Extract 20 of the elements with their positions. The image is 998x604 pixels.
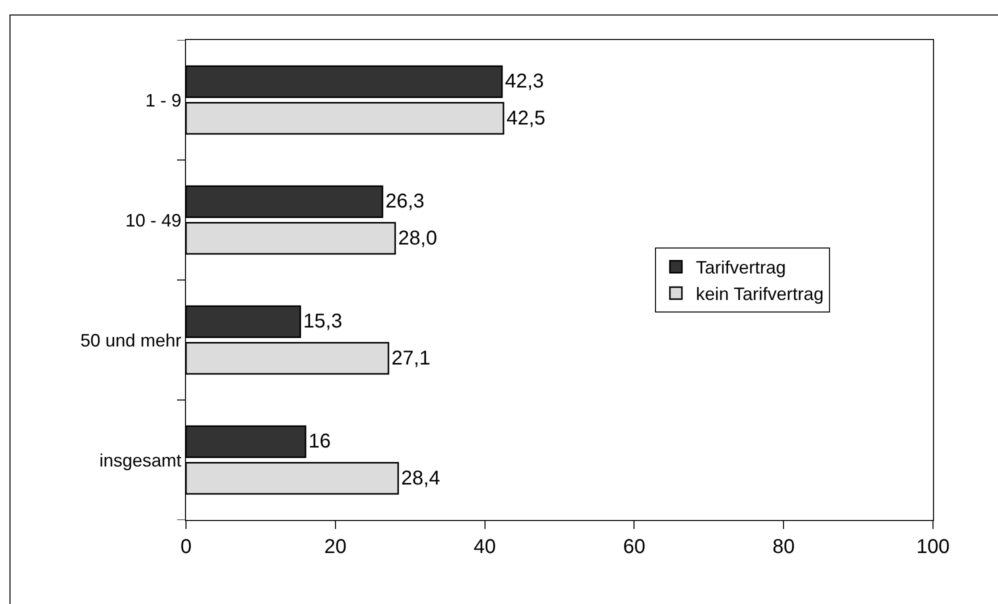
data-label: 26,3	[385, 190, 424, 213]
x-tick-label: 0	[180, 536, 192, 558]
legend-label: kein Tarifvertrag	[696, 284, 824, 304]
data-label: 42,5	[506, 107, 546, 130]
x-tick-label: 40	[474, 536, 496, 558]
y-tick-label: 10 - 49	[125, 210, 182, 230]
x-tick-label: 20	[324, 536, 347, 558]
data-label: 27,1	[391, 347, 430, 370]
x-tick-label: 80	[772, 536, 795, 558]
legend-label: Tarifvertrag	[696, 258, 786, 278]
x-tick-label: 60	[623, 536, 646, 558]
y-tick-label: 50 und mehr	[80, 330, 182, 350]
data-label: 28,0	[398, 227, 438, 250]
data-label: 28,4	[401, 467, 440, 490]
data-label: 16	[308, 430, 331, 453]
y-tick-label: 1 - 9	[145, 90, 182, 110]
data-label: 42,3	[504, 70, 544, 93]
y-tick-label: insgesamt	[99, 450, 182, 470]
x-tick-label: 100	[916, 536, 950, 558]
data-label: 15,3	[303, 310, 342, 333]
